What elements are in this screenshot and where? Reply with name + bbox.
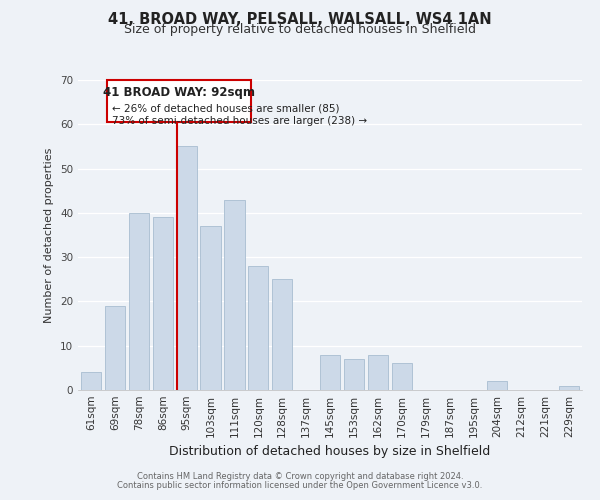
FancyBboxPatch shape xyxy=(107,80,251,122)
Bar xyxy=(200,226,221,390)
Y-axis label: Number of detached properties: Number of detached properties xyxy=(44,148,55,322)
Bar xyxy=(344,359,364,390)
Bar xyxy=(368,354,388,390)
Bar xyxy=(320,354,340,390)
Bar xyxy=(129,213,149,390)
Bar xyxy=(152,218,173,390)
Text: 41, BROAD WAY, PELSALL, WALSALL, WS4 1AN: 41, BROAD WAY, PELSALL, WALSALL, WS4 1AN xyxy=(108,12,492,28)
Text: Contains public sector information licensed under the Open Government Licence v3: Contains public sector information licen… xyxy=(118,481,482,490)
Bar xyxy=(176,146,197,390)
Text: Contains HM Land Registry data © Crown copyright and database right 2024.: Contains HM Land Registry data © Crown c… xyxy=(137,472,463,481)
Bar xyxy=(559,386,579,390)
Text: ← 26% of detached houses are smaller (85): ← 26% of detached houses are smaller (85… xyxy=(112,104,339,114)
Text: 73% of semi-detached houses are larger (238) →: 73% of semi-detached houses are larger (… xyxy=(112,116,367,126)
X-axis label: Distribution of detached houses by size in Shelfield: Distribution of detached houses by size … xyxy=(169,446,491,458)
Bar xyxy=(392,364,412,390)
Bar xyxy=(105,306,125,390)
Bar xyxy=(81,372,101,390)
Text: 41 BROAD WAY: 92sqm: 41 BROAD WAY: 92sqm xyxy=(103,86,255,99)
Bar xyxy=(224,200,245,390)
Text: Size of property relative to detached houses in Shelfield: Size of property relative to detached ho… xyxy=(124,22,476,36)
Bar xyxy=(272,280,292,390)
Bar xyxy=(248,266,268,390)
Bar xyxy=(487,381,508,390)
